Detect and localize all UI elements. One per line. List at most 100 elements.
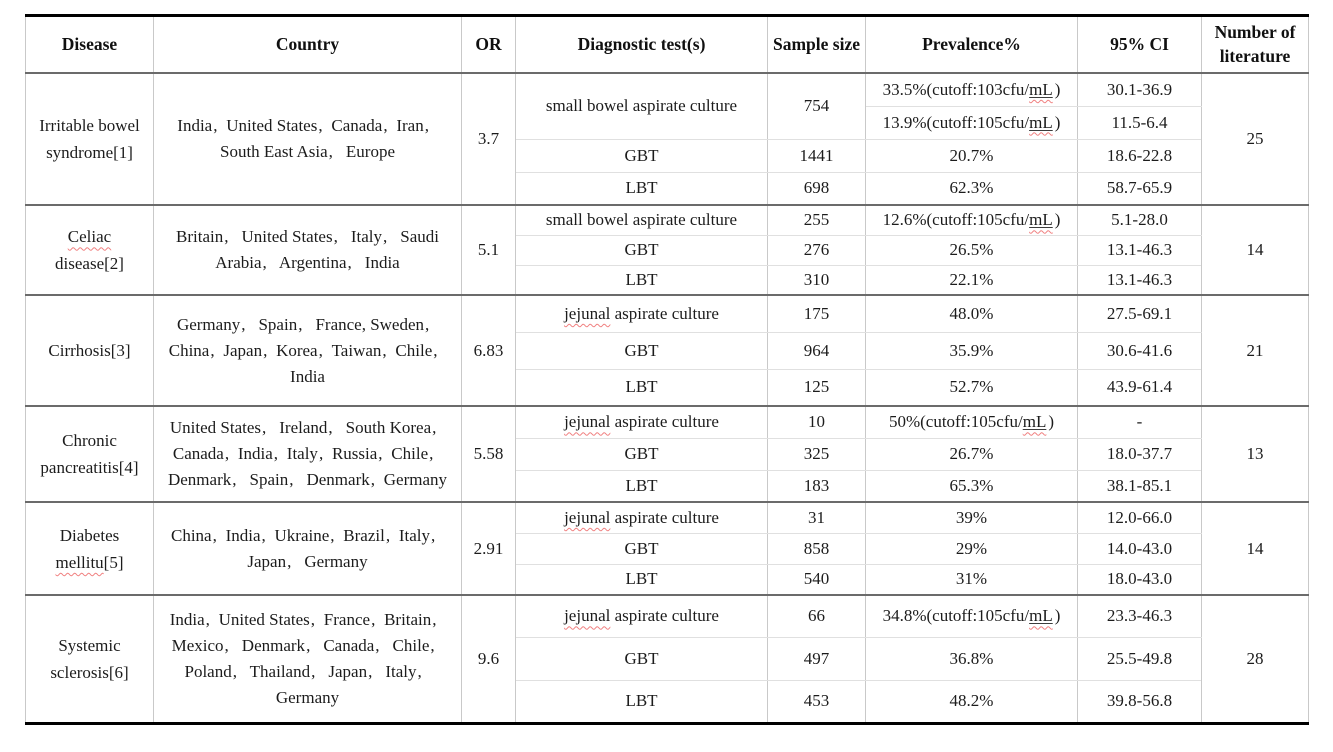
prevalence-cell: 12.6%(cutoff:105cfu/mL) bbox=[865, 204, 1078, 236]
ideographic-comma: , bbox=[328, 418, 333, 438]
ci-cell: 13.1-46.3 bbox=[1077, 234, 1202, 266]
sample-size-cell: 175 bbox=[767, 294, 866, 333]
prevalence-cell: 62.3% bbox=[865, 171, 1078, 206]
sample-size-cell: 255 bbox=[767, 204, 866, 236]
disease-cell: Celiac disease[2] bbox=[25, 204, 154, 296]
ideographic-comma: , bbox=[205, 610, 210, 629]
test-cell: LBT bbox=[515, 368, 768, 407]
or-cell: 2.91 bbox=[461, 501, 516, 596]
country-cell: India, United States, France, Britain,Mexic… bbox=[153, 594, 462, 724]
ci-cell: 38.1-85.1 bbox=[1077, 469, 1202, 503]
ci-cell: 18.0-37.7 bbox=[1077, 437, 1202, 471]
header-row: Disease Country OR Diagnostic test(s) Sa… bbox=[25, 15, 1309, 74]
ideographic-comma: , bbox=[424, 116, 429, 136]
disease-group-chronic-pancreatitis: Chronic pancreatitis[4] United States, I… bbox=[25, 405, 1309, 503]
ideographic-comma: , bbox=[330, 525, 335, 545]
ci-cell: 14.0-43.0 bbox=[1077, 532, 1202, 565]
table-row: GBT 858 29% 14.0-43.0 bbox=[26, 532, 1309, 565]
table-row: Celiac disease[2] Britain, United States… bbox=[25, 204, 1309, 296]
test-cell: GBT bbox=[515, 532, 768, 565]
test-cell: jejunal aspirate culture bbox=[515, 405, 768, 439]
column-header-or: OR bbox=[461, 15, 516, 74]
ci-cell: 18.0-43.0 bbox=[1077, 563, 1202, 596]
sample-size-cell: 183 bbox=[767, 469, 866, 503]
fullwidth-paren: ) bbox=[1054, 210, 1061, 230]
test-cell: jejunal aspirate culture bbox=[515, 294, 768, 333]
disease-group-systemic-sclerosis: Systemic sclerosis[6] India, United State… bbox=[25, 594, 1309, 724]
sample-size-cell: 453 bbox=[767, 679, 866, 724]
column-header-95-ci: 95% CI bbox=[1077, 15, 1202, 74]
literature-count-cell: 14 bbox=[1201, 204, 1309, 296]
sample-size-cell: 125 bbox=[767, 368, 866, 407]
table-row: Cirrhosis[3] Germany, Spain, France, Swe… bbox=[25, 294, 1309, 407]
prevalence-cell: 31% bbox=[865, 563, 1078, 596]
table-row: Systemic sclerosis[6] India, United State… bbox=[25, 594, 1309, 724]
prevalence-cell: 52.7% bbox=[865, 368, 1078, 407]
test-cell: LBT bbox=[515, 264, 768, 296]
disease-group-celiac-disease: Celiac disease[2] Britain, United States… bbox=[25, 204, 1309, 296]
test-cell: LBT bbox=[515, 679, 768, 724]
prevalence-cell: 26.5% bbox=[865, 234, 1078, 266]
test-cell: LBT bbox=[515, 469, 768, 503]
ideographic-comma: , bbox=[383, 227, 388, 247]
sample-size-cell: 858 bbox=[767, 532, 866, 565]
table-row: GBT 276 26.5% 13.1-46.3 bbox=[26, 234, 1309, 266]
column-header-prevalence: Prevalence% bbox=[865, 15, 1078, 74]
table-row: Chronic pancreatitis[4] United States, I… bbox=[25, 405, 1309, 503]
prevalence-cell: 20.7% bbox=[865, 138, 1078, 173]
ci-cell: 12.0-66.0 bbox=[1077, 501, 1202, 534]
ideographic-comma: , bbox=[383, 116, 388, 136]
ideographic-comma: , bbox=[273, 444, 279, 464]
disease-group-diabetes-mellitus: Diabetes mellitu[5] China, India, Ukraine,… bbox=[25, 501, 1309, 596]
ideographic-comma: , bbox=[232, 662, 237, 681]
disease-cell: Diabetes mellitu[5] bbox=[25, 501, 154, 596]
ideographic-comma: , bbox=[224, 227, 229, 247]
ci-cell: 27.5-69.1 bbox=[1077, 294, 1202, 333]
prevalence-cell: 48.2% bbox=[865, 679, 1078, 724]
ideographic-comma: , bbox=[318, 444, 324, 464]
ideographic-comma: , bbox=[262, 253, 267, 273]
prevalence-cell: 48.0% bbox=[865, 294, 1078, 333]
sample-size-cell: 540 bbox=[767, 563, 866, 596]
ci-cell: 5.1-28.0 bbox=[1077, 204, 1202, 236]
fullwidth-paren: ) bbox=[1054, 112, 1061, 132]
disease-cell: Irritable bowel syndrome[1] bbox=[25, 72, 154, 206]
literature-count-cell: 14 bbox=[1201, 501, 1309, 596]
country-cell: China, India, Ukraine, Brazil, Italy,Japan, … bbox=[153, 501, 462, 596]
country-cell: India, United States, Canada, Iran,South Ea… bbox=[153, 72, 462, 206]
fullwidth-paren: ) bbox=[1054, 79, 1061, 99]
ideographic-comma: , bbox=[224, 636, 229, 655]
column-header-diagnostic-tests: Diagnostic test(s) bbox=[515, 15, 768, 74]
or-cell: 5.1 bbox=[461, 204, 516, 296]
ideographic-comma: , bbox=[328, 142, 333, 162]
ideographic-comma: , bbox=[385, 525, 391, 545]
column-header-sample-size: Sample size bbox=[767, 15, 866, 74]
ideographic-comma: , bbox=[318, 116, 323, 136]
prevalence-cell: 65.3% bbox=[865, 469, 1078, 503]
or-cell: 3.7 bbox=[461, 72, 516, 206]
test-cell: GBT bbox=[515, 234, 768, 266]
table-header: Disease Country OR Diagnostic test(s) Sa… bbox=[25, 15, 1309, 74]
ci-cell: 58.7-65.9 bbox=[1077, 171, 1202, 206]
fullwidth-paren: ) bbox=[1054, 606, 1061, 626]
disease-group-irritable-bowel-syndrome: Irritable bowel syndrome[1] India, United… bbox=[25, 72, 1309, 206]
ci-cell: - bbox=[1077, 405, 1202, 439]
test-cell: small bowel aspirate culture bbox=[515, 204, 768, 236]
country-cell: Germany, Spain, France, Sweden,China, Jap… bbox=[153, 294, 462, 407]
column-header-disease: Disease bbox=[25, 15, 154, 74]
sample-size-cell: 325 bbox=[767, 437, 866, 471]
table-row: GBT 964 35.9% 30.6-41.6 bbox=[26, 331, 1309, 370]
ideographic-comma: , bbox=[213, 116, 218, 136]
prevalence-cell: 26.7% bbox=[865, 437, 1078, 471]
ideographic-comma: , bbox=[430, 636, 435, 655]
test-cell: LBT bbox=[515, 563, 768, 596]
ideographic-comma: , bbox=[425, 314, 430, 334]
or-cell: 9.6 bbox=[461, 594, 516, 724]
disease-cell: Systemic sclerosis[6] bbox=[25, 594, 154, 724]
test-cell: GBT bbox=[515, 437, 768, 471]
table-row: LBT 540 31% 18.0-43.0 bbox=[26, 563, 1309, 596]
literature-count-cell: 21 bbox=[1201, 294, 1309, 407]
ideographic-comma: , bbox=[431, 525, 436, 545]
literature-count-cell: 25 bbox=[1201, 72, 1309, 206]
